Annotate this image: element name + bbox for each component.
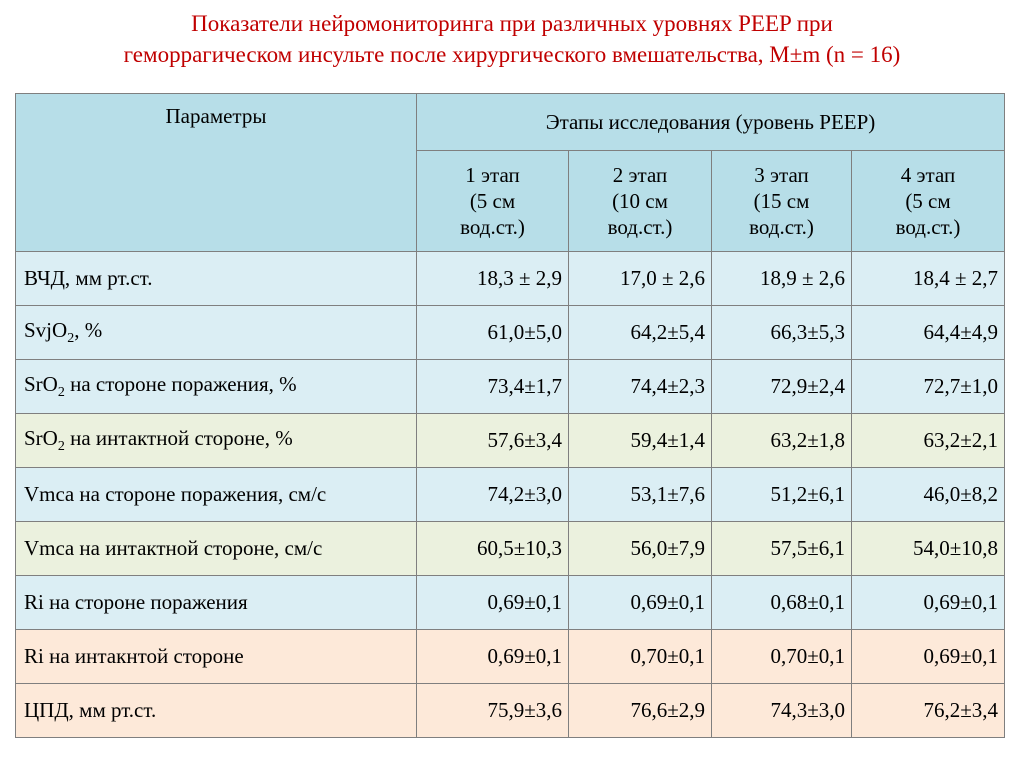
value-stage-4: 18,4 ± 2,7 (851, 251, 1005, 306)
value-stage-3: 66,3±5,3 (711, 305, 852, 360)
row-parameter: Vmca на интактной стороне, см/с (15, 521, 417, 576)
value-stage-2: 74,4±2,3 (568, 359, 712, 414)
header-stage-4: 4 этап (5 см вод.ст.) (851, 150, 1005, 252)
header-stages: Этапы исследования (уровень PEEP) (416, 93, 1005, 151)
header-stage-1: 1 этап (5 см вод.ст.) (416, 150, 569, 252)
table-row: Vmca на стороне поражения, см/с 74,2±3,0… (15, 467, 1005, 522)
value-stage-1: 18,3 ± 2,9 (416, 251, 569, 306)
row-parameter: Ri на интакнтой стороне (15, 629, 417, 684)
value-stage-4: 54,0±10,8 (851, 521, 1005, 576)
value-stage-1: 57,6±3,4 (416, 413, 569, 468)
table-row: Ri на стороне поражения 0,69±0,1 0,69±0,… (15, 575, 1005, 630)
value-stage-2: 56,0±7,9 (568, 521, 712, 576)
value-stage-1: 0,69±0,1 (416, 575, 569, 630)
header-stage-3: 3 этап (15 см вод.ст.) (711, 150, 852, 252)
table-row: ЦПД, мм рт.ст. 75,9±3,6 76,6±2,9 74,3±3,… (15, 683, 1005, 738)
row-parameter: SrO2 на интактной стороне, % (15, 413, 417, 468)
table-row: Ri на интакнтой стороне 0,69±0,1 0,70±0,… (15, 629, 1005, 684)
value-stage-3: 63,2±1,8 (711, 413, 852, 468)
value-stage-1: 61,0±5,0 (416, 305, 569, 360)
value-stage-3: 0,68±0,1 (711, 575, 852, 630)
value-stage-3: 57,5±6,1 (711, 521, 852, 576)
table-stage-row: 1 этап (5 см вод.ст.) 2 этап (10 см вод.ст.)… (16, 150, 1005, 252)
table-row: SvjO2, % 61,0±5,0 64,2±5,4 66,3±5,3 64,4… (15, 305, 1005, 360)
value-stage-3: 51,2±6,1 (711, 467, 852, 522)
value-stage-4: 46,0±8,2 (851, 467, 1005, 522)
table-row: Vmca на интактной стороне, см/с 60,5±10,… (15, 521, 1005, 576)
value-stage-4: 76,2±3,4 (851, 683, 1005, 738)
table-row: ВЧД, мм рт.ст. 18,3 ± 2,9 17,0 ± 2,6 18,… (15, 251, 1005, 306)
row-parameter: Ri на стороне поражения (15, 575, 417, 630)
row-parameter: SvjO2, % (15, 305, 417, 360)
value-stage-3: 72,9±2,4 (711, 359, 852, 414)
value-stage-1: 74,2±3,0 (416, 467, 569, 522)
title-line-2: геморрагическом инсульте после хирургиче… (123, 42, 901, 67)
value-stage-2: 59,4±1,4 (568, 413, 712, 468)
header-stage-2: 2 этап (10 см вод.ст.) (568, 150, 712, 252)
header-parameters: Параметры (15, 93, 417, 252)
value-stage-2: 17,0 ± 2,6 (568, 251, 712, 306)
value-stage-2: 53,1±7,6 (568, 467, 712, 522)
value-stage-2: 76,6±2,9 (568, 683, 712, 738)
value-stage-4: 64,4±4,9 (851, 305, 1005, 360)
value-stage-4: 63,2±2,1 (851, 413, 1005, 468)
row-parameter: Vmca на стороне поражения, см/с (15, 467, 417, 522)
value-stage-1: 60,5±10,3 (416, 521, 569, 576)
value-stage-4: 0,69±0,1 (851, 575, 1005, 630)
value-stage-1: 0,69±0,1 (416, 629, 569, 684)
neuromonitoring-table: Параметры Этапы исследования (уровень PE… (15, 93, 1005, 738)
table-row: SrO2 на интактной стороне, % 57,6±3,4 59… (15, 413, 1005, 468)
row-parameter: ЦПД, мм рт.ст. (15, 683, 417, 738)
value-stage-3: 18,9 ± 2,6 (711, 251, 852, 306)
row-parameter: ВЧД, мм рт.ст. (15, 251, 417, 306)
value-stage-2: 64,2±5,4 (568, 305, 712, 360)
value-stage-2: 0,69±0,1 (568, 575, 712, 630)
slide-title: Показатели нейромониторинга при различны… (0, 8, 1024, 70)
value-stage-1: 75,9±3,6 (416, 683, 569, 738)
value-stage-4: 72,7±1,0 (851, 359, 1005, 414)
row-parameter: SrO2 на стороне поражения, % (15, 359, 417, 414)
value-stage-2: 0,70±0,1 (568, 629, 712, 684)
value-stage-4: 0,69±0,1 (851, 629, 1005, 684)
value-stage-3: 0,70±0,1 (711, 629, 852, 684)
title-line-1: Показатели нейромониторинга при различны… (191, 11, 833, 36)
table-header-row: Параметры Этапы исследования (уровень PE… (15, 93, 1005, 252)
value-stage-1: 73,4±1,7 (416, 359, 569, 414)
table-row: SrO2 на стороне поражения, % 73,4±1,7 74… (15, 359, 1005, 414)
value-stage-3: 74,3±3,0 (711, 683, 852, 738)
